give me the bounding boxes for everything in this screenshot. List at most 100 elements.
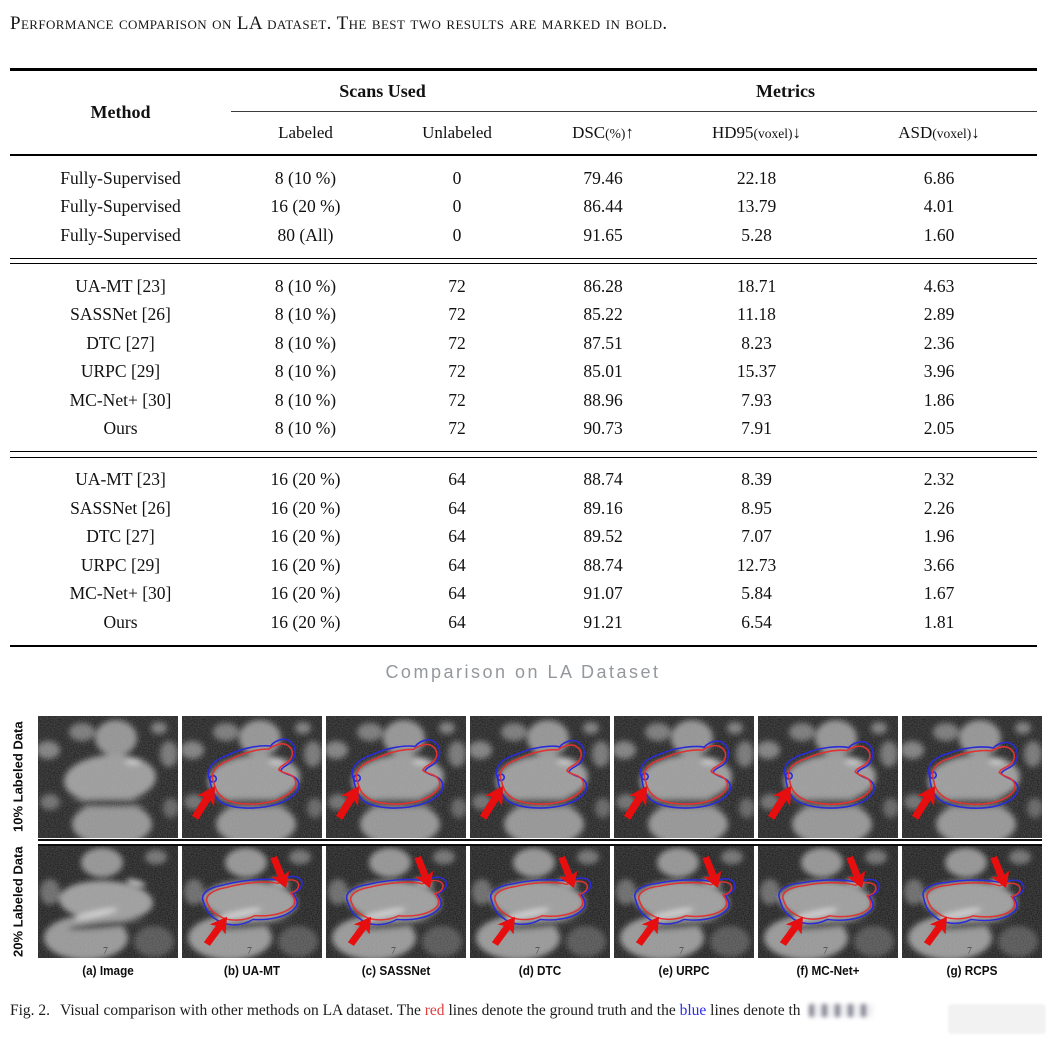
mri-image-20pct-col7 xyxy=(902,846,1042,958)
labeled-cell: 16 (20 %) xyxy=(270,469,341,490)
unlabeled-cell: 72 xyxy=(448,361,466,382)
group-header-scans-used: Scans Used xyxy=(231,69,534,112)
results-table: Method Scans Used Metrics Labeled Unlabel… xyxy=(10,68,1037,647)
labeled-cell: 16 (20 %) xyxy=(270,611,341,632)
unlabeled-cell: 64 xyxy=(448,554,466,575)
labeled-cell: 16 (20 %) xyxy=(270,526,341,547)
figure-caption-text-2: lines denote the ground truth and the xyxy=(448,1002,676,1019)
method-cell: URPC [29] xyxy=(80,361,161,382)
mri-image-10pct-col5 xyxy=(614,716,754,838)
dsc-cell: 91.65 xyxy=(583,224,623,245)
asd-cell: 1.86 xyxy=(923,389,955,410)
labeled-cell: 8 (10 %) xyxy=(274,275,337,296)
hd95-cell: 8.95 xyxy=(741,497,772,518)
asd-cell: 4.01 xyxy=(923,196,955,217)
labeled-cell: 80 (All) xyxy=(277,224,334,245)
method-cell: UA-MT [23] xyxy=(75,275,166,296)
group-header-metrics: Metrics xyxy=(534,69,1037,112)
hd95-cell: 8.23 xyxy=(741,332,772,353)
hd95-cell: 7.07 xyxy=(741,526,772,547)
column-header-dsc: DSC(%)↑ xyxy=(534,111,672,156)
mri-image-20pct-col3 xyxy=(326,846,466,958)
table-row: Ours 16 (20 %) 64 91.21 6.54 1.81 xyxy=(10,608,1037,646)
dsc-cell: 79.46 xyxy=(583,167,623,188)
column-header-labeled: Labeled xyxy=(231,111,380,156)
labeled-cell: 8 (10 %) xyxy=(274,418,337,439)
table-row: URPC [29] 8 (10 %) 72 85.01 15.37 3.96 xyxy=(10,358,1037,387)
dsc-cell: 89.52 xyxy=(583,526,623,547)
hd95-cell: 15.37 xyxy=(736,361,777,382)
table-row: URPC [29] 16 (20 %) 64 88.74 12.73 3.66 xyxy=(10,551,1037,580)
unlabeled-cell: 72 xyxy=(448,418,466,439)
table-row: Ours 8 (10 %) 72 90.73 7.91 2.05 xyxy=(10,415,1037,452)
hd95-cell: 5.84 xyxy=(741,583,772,604)
mri-image-20pct-col5 xyxy=(614,846,754,958)
method-cell: SASSNet [26] xyxy=(70,304,171,325)
mri-image-20pct-col1 xyxy=(38,846,178,958)
hd95-cell: 6.54 xyxy=(741,611,772,632)
labeled-cell: 16 (20 %) xyxy=(270,554,341,575)
unlabeled-cell: 64 xyxy=(448,469,466,490)
asd-cell: 4.63 xyxy=(923,275,955,296)
unlabeled-cell: 72 xyxy=(448,389,466,410)
dsc-cell: 86.44 xyxy=(583,196,623,217)
labeled-cell: 16 (20 %) xyxy=(270,196,341,217)
method-cell: MC-Net+ [30] xyxy=(69,583,172,604)
mri-image-10pct-col2 xyxy=(182,716,322,838)
figure-column-label-f: (f) MC-Net+ xyxy=(796,964,860,978)
column-header-unlabeled: Unlabeled xyxy=(380,111,534,156)
unlabeled-cell: 64 xyxy=(448,526,466,547)
unlabeled-cell: 64 xyxy=(448,611,466,632)
unlabeled-cell: 0 xyxy=(452,167,462,188)
dsc-cell: 88.96 xyxy=(583,389,623,410)
method-cell: MC-Net+ [30] xyxy=(69,389,172,410)
dsc-cell: 86.28 xyxy=(583,275,623,296)
table-row: Fully-Supervised 16 (20 %) 0 86.44 13.79 4.01 xyxy=(10,193,1037,222)
mri-image-20pct-col6 xyxy=(758,846,898,958)
mri-image-20pct-col4 xyxy=(470,846,610,958)
unlabeled-cell: 72 xyxy=(448,304,466,325)
dsc-cell: 89.16 xyxy=(583,497,623,518)
table-row: UA-MT [23] 16 (20 %) 64 88.74 8.39 2.32 xyxy=(10,458,1037,495)
table-header: Method Scans Used Metrics Labeled Unlabel… xyxy=(10,69,1037,156)
asd-cell: 1.96 xyxy=(923,526,955,547)
hd95-cell: 18.71 xyxy=(736,275,777,296)
labeled-cell: 8 (10 %) xyxy=(274,389,337,410)
mri-image-10pct-col4 xyxy=(470,716,610,838)
asd-cell: 1.81 xyxy=(923,611,955,632)
column-header-asd: ASD(voxel)↓ xyxy=(841,111,1037,156)
asd-cell: 2.36 xyxy=(923,332,955,353)
unlabeled-cell: 0 xyxy=(452,196,462,217)
table-row: Fully-Supervised 8 (10 %) 0 79.46 22.18 6.86 xyxy=(10,155,1037,193)
figure-column-label-a: (a) Image xyxy=(82,964,134,978)
subheader-row: Labeled Unlabeled DSC(%)↑ HD95(voxel)↓ ASD(v… xyxy=(10,111,1037,156)
method-cell: Fully-Supervised xyxy=(60,196,181,217)
table-caption: Performance comparison on LA dataset. Th… xyxy=(10,13,668,34)
figure-column-label-e: (e) URPC xyxy=(658,964,710,978)
figure-column-label-g: (g) RCPS xyxy=(946,964,998,978)
table-body: Fully-Supervised 8 (10 %) 0 79.46 22.18 6.86 F… xyxy=(10,155,1037,646)
method-cell: Fully-Supervised xyxy=(60,224,181,245)
figure-column-label-b: (b) UA-MT xyxy=(223,964,281,978)
unlabeled-cell: 64 xyxy=(448,583,466,604)
table-row: SASSNet [26] 16 (20 %) 64 89.16 8.95 2.26 xyxy=(10,494,1037,523)
table-row: UA-MT [23] 8 (10 %) 72 86.28 18.71 4.63 xyxy=(10,264,1037,301)
hd95-cell: 22.18 xyxy=(736,167,777,188)
labeled-cell: 8 (10 %) xyxy=(274,361,337,382)
method-cell: Ours xyxy=(103,611,138,632)
caption-white-patch xyxy=(948,1004,1046,1034)
method-cell: SASSNet [26] xyxy=(70,497,171,518)
table-row: DTC [27] 16 (20 %) 64 89.52 7.07 1.96 xyxy=(10,523,1037,552)
table-row: Fully-Supervised 80 (All) 0 91.65 5.28 1.60 xyxy=(10,221,1037,258)
asd-cell: 2.89 xyxy=(923,304,955,325)
unlabeled-cell: 72 xyxy=(448,332,466,353)
hd95-cell: 7.93 xyxy=(741,389,772,410)
hd95-cell: 11.18 xyxy=(737,304,776,325)
table-row: DTC [27] 8 (10 %) 72 87.51 8.23 2.36 xyxy=(10,329,1037,358)
figure-caption: Fig. 2. Visual comparison with other meth… xyxy=(10,1002,1046,1020)
labeled-cell: 8 (10 %) xyxy=(274,332,337,353)
mri-image-10pct-col1 xyxy=(38,716,178,838)
block-separator xyxy=(10,451,1037,458)
labeled-cell: 16 (20 %) xyxy=(270,583,341,604)
